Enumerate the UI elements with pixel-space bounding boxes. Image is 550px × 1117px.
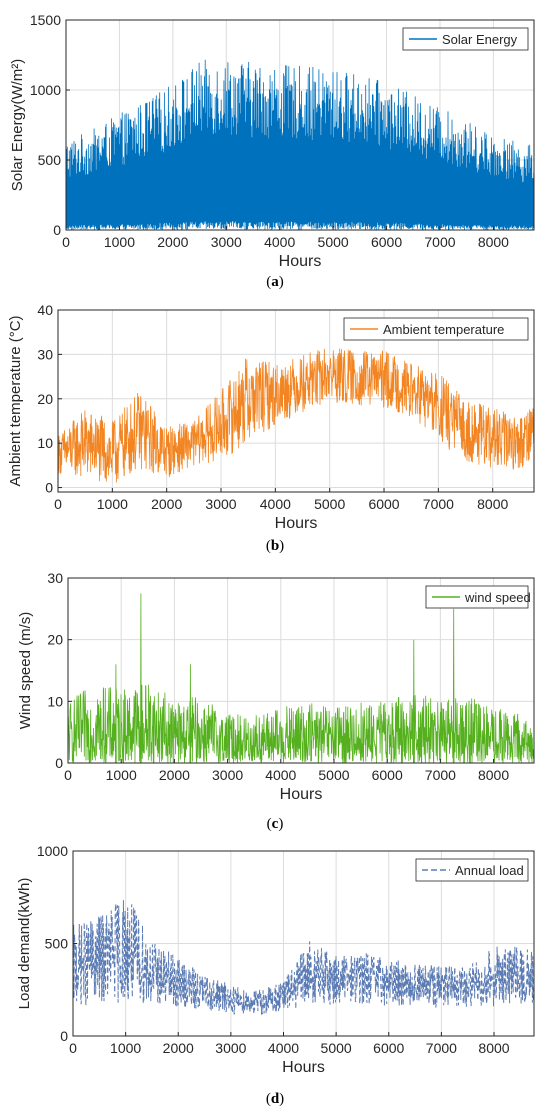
chart-a-svg: 0 1000 2000 3000 4000 5000 6000 7000 8000 0 500 100… — [9, 12, 535, 270]
axes-frame-a — [65, 19, 535, 231]
x-tick-label-b-6: 6000 — [368, 496, 399, 512]
x-tick-label-a-1: 1000 — [104, 234, 135, 250]
caption-a: (a) — [266, 274, 284, 290]
axes-frame-b — [57, 309, 535, 493]
y-tick-label-d-1: 500 — [45, 936, 69, 952]
x-tick-label-c-4: 4000 — [265, 767, 296, 783]
y-tick-label-a-0: 0 — [53, 222, 61, 238]
chart-panel-c: 0 1000 2000 3000 4000 5000 6000 7000 8000 0 10 20 30… — [0, 560, 550, 830]
legend-d: Annual load — [415, 858, 529, 882]
chart-b-svg: 0 1000 2000 3000 4000 5000 6000 7000 8000 0 10 20 30… — [7, 302, 535, 532]
x-axis-label-d: Hours — [282, 1059, 325, 1076]
x-tick-label-b-0: 0 — [54, 496, 62, 512]
x-tick-label-c-1: 1000 — [106, 767, 137, 783]
x-tick-label-a-5: 5000 — [318, 234, 349, 250]
chart-panel-b: 0 1000 2000 3000 4000 5000 6000 7000 8000 0 10 20 30… — [0, 296, 550, 566]
x-tick-label-d-2: 2000 — [163, 1040, 194, 1056]
x-tick-label-c-5: 5000 — [318, 767, 349, 783]
y-tick-label-a-2: 1000 — [30, 82, 61, 98]
x-tick-label-a-6: 6000 — [371, 234, 402, 250]
y-tick-label-b-1: 10 — [37, 435, 53, 451]
x-tick-label-d-6: 6000 — [373, 1040, 404, 1056]
x-tick-label-a-0: 0 — [62, 234, 70, 250]
x-tick-label-c-0: 0 — [64, 767, 72, 783]
x-tick-label-c-3: 3000 — [212, 767, 243, 783]
x-tick-label-b-2: 2000 — [151, 496, 182, 512]
chart-panel-a: 0 1000 2000 3000 4000 5000 6000 7000 8000 0 500 100… — [0, 0, 550, 280]
x-tick-label-d-5: 5000 — [321, 1040, 352, 1056]
x-tick-label-a-4: 4000 — [264, 234, 295, 250]
legend-c: wind speed — [425, 585, 531, 609]
x-tick-label-a-8: 8000 — [478, 234, 509, 250]
y-tick-label-b-0: 0 — [45, 480, 53, 496]
y-tick-label-b-2: 20 — [37, 391, 53, 407]
legend-label-b: Ambient temperature — [383, 322, 504, 337]
x-tick-label-d-3: 3000 — [215, 1040, 246, 1056]
x-tick-label-d-7: 7000 — [426, 1040, 457, 1056]
y-tick-label-a-3: 1500 — [30, 12, 61, 28]
y-tick-label-a-1: 500 — [38, 152, 62, 168]
chart-panel-d: 0 1000 2000 3000 4000 5000 6000 7000 8000 0 500 100… — [0, 838, 550, 1108]
x-tick-label-b-8: 8000 — [477, 496, 508, 512]
legend-label-a: Solar Energy — [442, 32, 518, 47]
y-tick-label-c-1: 10 — [47, 693, 63, 709]
x-tick-label-d-1: 1000 — [110, 1040, 141, 1056]
y-axis-label-c: Wind speed (m/s) — [17, 612, 34, 730]
x-tick-label-b-5: 5000 — [314, 496, 345, 512]
x-tick-label-b-7: 7000 — [423, 496, 454, 512]
x-tick-label-b-4: 4000 — [260, 496, 291, 512]
x-tick-label-a-7: 7000 — [424, 234, 455, 250]
x-tick-label-c-6: 6000 — [372, 767, 403, 783]
caption-d-letter: d — [270, 1091, 280, 1107]
caption-b-letter: b — [270, 538, 280, 554]
legend-b: Ambient temperature — [343, 317, 529, 341]
chart-c-svg: 0 1000 2000 3000 4000 5000 6000 7000 8000 0 10 20 30… — [17, 570, 535, 803]
chart-d-svg: 0 1000 2000 3000 4000 5000 6000 7000 8000 0 500 100… — [16, 843, 535, 1076]
x-tick-label-c-8: 8000 — [478, 767, 509, 783]
x-tick-label-c-7: 7000 — [425, 767, 456, 783]
x-tick-label-c-2: 2000 — [159, 767, 190, 783]
caption-b: (b) — [265, 538, 285, 554]
x-tick-label-d-4: 4000 — [268, 1040, 299, 1056]
x-tick-label-b-3: 3000 — [205, 496, 236, 512]
y-tick-label-b-3: 30 — [37, 346, 53, 362]
series-line-c-0 — [68, 593, 534, 763]
y-axis-label-b: Ambient temperature (°C) — [7, 315, 24, 486]
legend-label-c: wind speed — [464, 590, 531, 605]
x-axis-label-a: Hours — [279, 253, 322, 270]
x-tick-label-a-2: 2000 — [157, 234, 188, 250]
legend-label-d: Annual load — [455, 863, 524, 878]
series-line-a-0 — [66, 59, 534, 230]
x-axis-label-c: Hours — [280, 786, 323, 803]
y-tick-label-b-4: 40 — [37, 302, 53, 318]
y-tick-label-c-0: 0 — [55, 755, 63, 771]
x-tick-label-d-8: 8000 — [478, 1040, 509, 1056]
caption-a-letter: a — [271, 274, 279, 290]
axes-frame-c — [67, 577, 535, 764]
y-tick-label-d-0: 0 — [60, 1028, 68, 1044]
x-tick-label-d-0: 0 — [69, 1040, 77, 1056]
y-tick-label-c-3: 30 — [47, 570, 63, 586]
caption-d: (d) — [265, 1091, 285, 1107]
y-axis-label-a: Solar Energy(W/m²) — [9, 59, 26, 192]
caption-c-letter: c — [271, 816, 279, 832]
caption-c: (c) — [266, 816, 284, 832]
series-line-d-0 — [73, 900, 534, 1015]
y-tick-label-c-2: 20 — [47, 632, 63, 648]
x-tick-label-a-3: 3000 — [211, 234, 242, 250]
y-axis-label-d: Load demand(kWh) — [16, 878, 33, 1010]
x-tick-label-b-1: 1000 — [97, 496, 128, 512]
legend-a: Solar Energy — [402, 27, 529, 51]
x-axis-label-b: Hours — [275, 515, 318, 532]
y-tick-label-d-2: 1000 — [37, 843, 68, 859]
series-line-b-0 — [58, 348, 534, 483]
